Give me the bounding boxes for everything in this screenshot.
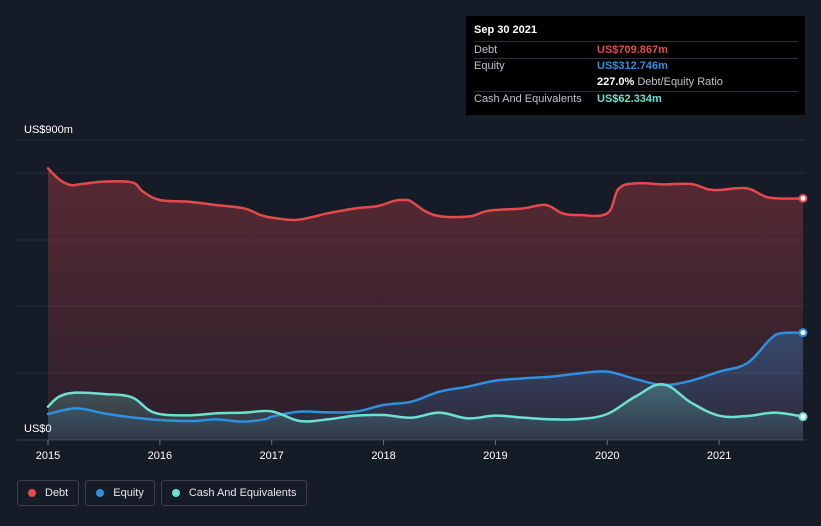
- tooltip-ratio-row: 227.0% Debt/Equity Ratio: [474, 74, 798, 91]
- debt-end-point[interactable]: [798, 193, 808, 203]
- chart-legend: Debt Equity Cash And Equivalents: [17, 480, 308, 506]
- cash-and-equivalents-line: [46, 383, 805, 423]
- x-axis-tick-label: 2016: [148, 450, 172, 462]
- tooltip-debt-row: Debt US$709.867m: [474, 41, 798, 58]
- y-axis-bottom-label: US$0: [24, 423, 52, 435]
- chart-end-markers: [798, 193, 808, 422]
- legend-item-equity[interactable]: Equity: [85, 480, 155, 506]
- x-axis-tick-label: 2020: [595, 450, 619, 462]
- legend-item-cash[interactable]: Cash And Equivalents: [160, 480, 308, 506]
- x-axis-tick-label: 2018: [371, 450, 395, 462]
- tooltip-debt-value: US$709.867m: [597, 43, 668, 56]
- legend-equity-label: Equity: [113, 487, 144, 499]
- equity-line: [46, 331, 805, 423]
- legend-equity-dot: [96, 489, 105, 497]
- cash-and-equivalents-end-point[interactable]: [798, 412, 808, 422]
- tooltip-date: Sep 30 2021: [474, 24, 537, 36]
- tooltip-cash-value: US$62.334m: [597, 93, 662, 106]
- tooltip-ratio-label: Debt/Equity Ratio: [637, 76, 723, 89]
- x-axis-tick-label: 2021: [707, 450, 731, 462]
- legend-cash-label: Cash And Equivalents: [188, 487, 297, 499]
- tooltip-equity-row: Equity US$312.746m: [474, 57, 798, 75]
- tooltip-debt-label: Debt: [474, 43, 498, 56]
- tooltip-cash-row: Cash And Equivalents US$62.334m: [474, 90, 798, 108]
- cash-and-equivalents-area: [48, 384, 803, 440]
- y-axis-top-label: US$900m: [24, 124, 73, 136]
- tooltip-cash-label: Cash And Equivalents: [474, 93, 582, 106]
- legend-debt-dot: [28, 489, 36, 497]
- data-tooltip: Sep 30 2021 Debt US$709.867m Equity US$3…: [466, 16, 805, 115]
- chart-lines: [46, 167, 805, 423]
- x-axis-tick-label: 2015: [36, 450, 60, 462]
- tooltip-equity-label: Equity: [474, 60, 505, 73]
- x-axis-tick-label: 2019: [483, 450, 507, 462]
- tooltip-ratio-value: 227.0%: [597, 76, 635, 89]
- debt-line: [46, 167, 805, 222]
- legend-item-debt[interactable]: Debt: [17, 480, 80, 506]
- equity-end-point[interactable]: [798, 328, 808, 338]
- legend-debt-label: Debt: [45, 487, 69, 499]
- tooltip-equity-value: US$312.746m: [597, 60, 668, 73]
- chart-areas: [48, 168, 803, 441]
- chart-axis: 2015 2016 2017 2018 2019 2020 2021: [36, 440, 731, 462]
- legend-cash-dot: [171, 489, 180, 497]
- x-axis-tick-label: 2017: [259, 450, 283, 462]
